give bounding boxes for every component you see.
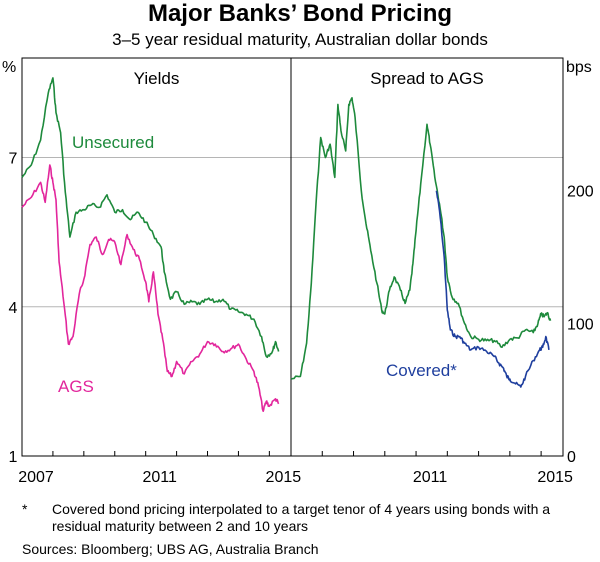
y-tick-label-right: 100 bbox=[567, 316, 594, 333]
x-tick-label-right: 2011 bbox=[413, 469, 448, 486]
series-label-covered: Covered* bbox=[386, 361, 457, 380]
y-tick-label-left: 7 bbox=[9, 151, 18, 168]
x-tick-label-left: 2011 bbox=[142, 469, 177, 486]
sources-note: Sources: Bloomberg; UBS AG, Australia Br… bbox=[22, 541, 319, 557]
series-label-ags: AGS bbox=[58, 377, 94, 396]
x-tick-label-left: 2015 bbox=[266, 469, 302, 486]
series-label-unsecured: Unsecured bbox=[72, 133, 154, 152]
x-tick-label-right: 2015 bbox=[537, 469, 573, 486]
series-line-unsecured bbox=[21, 77, 280, 359]
panel-title-yields: Yields bbox=[134, 69, 180, 88]
series-line-spread-covered bbox=[435, 190, 550, 388]
y-tick-label-right: 0 bbox=[567, 449, 576, 466]
chart-subtitle: 3–5 year residual maturity, Australian d… bbox=[112, 30, 488, 49]
y-axis-unit-right: bps bbox=[566, 59, 592, 76]
footnote-text: Covered bond pricing interpolated to a t… bbox=[52, 501, 551, 534]
y-tick-label-right: 200 bbox=[567, 184, 594, 201]
chart-title: Major Banks’ Bond Pricing bbox=[147, 0, 453, 27]
y-tick-label-left: 1 bbox=[9, 449, 18, 466]
y-axis-unit-left: % bbox=[2, 59, 16, 76]
x-tick-label-left: 2007 bbox=[18, 469, 54, 486]
series-line-spread-unsecured bbox=[290, 97, 552, 380]
series-line-ags bbox=[21, 164, 280, 412]
panel-title-spread: Spread to AGS bbox=[370, 69, 483, 88]
y-tick-label-left: 4 bbox=[9, 300, 18, 317]
footnote-marker: * bbox=[22, 501, 28, 517]
plot-frame bbox=[21, 57, 564, 457]
